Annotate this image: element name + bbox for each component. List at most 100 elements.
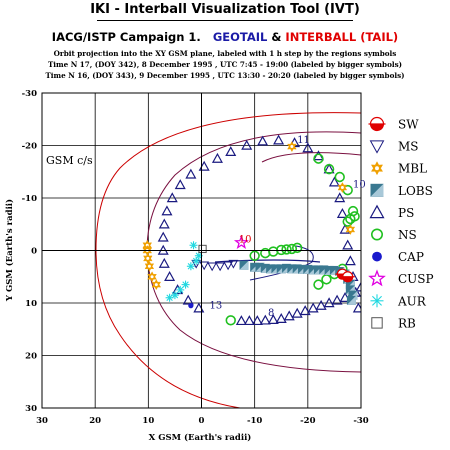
orbit-point-lobs [239, 260, 249, 270]
orbit-point-ns [334, 171, 345, 183]
legend-label: AUR [397, 294, 427, 308]
orbit-point-ps [331, 294, 343, 305]
orbit-point-ps [275, 313, 287, 323]
x-axis-label: X GSM (Earth's radii) [149, 432, 252, 443]
orbit-point-ps [211, 152, 223, 163]
orbit-point-ps [157, 231, 169, 242]
orbit-point-ps [334, 192, 346, 203]
orbit-point-mbl [147, 271, 157, 283]
x-tick-label: 10 [142, 416, 154, 426]
orbit-point-ms [228, 259, 239, 269]
orbit-point-ps [299, 305, 311, 316]
orbit-point-aur [189, 241, 198, 250]
y-tick-label: 0 [31, 247, 37, 257]
y-tick-label: 30 [25, 404, 37, 414]
orbit-point-cusp [233, 234, 249, 250]
legend-entry-cusp: CUSP [368, 269, 434, 287]
orbit-point-mbl [144, 260, 155, 272]
orbit-point-ps [225, 146, 237, 156]
orbit-point-aur [192, 257, 201, 265]
x-tick-label: -20 [300, 416, 315, 426]
orbit-point-ns [323, 163, 335, 175]
orbit-connector-line [214, 259, 321, 263]
legend-label: RB [398, 316, 416, 330]
orbit-loop-line [249, 245, 314, 281]
x-tick-label: -10 [247, 416, 262, 426]
legend-label: LOBS [398, 184, 433, 198]
orbit-point-ps [283, 310, 295, 321]
orbit-point-mbl [287, 141, 297, 153]
orbit-point-ns [321, 274, 332, 285]
orbit-point-ns [342, 216, 353, 227]
orbit-point-ps [267, 314, 279, 324]
orbit-point-ns [313, 279, 324, 290]
orbit-point-ps [355, 281, 361, 292]
orbit-point-ps [158, 218, 170, 229]
orbit-point-mbl [151, 279, 162, 291]
orbit-point-ps [166, 192, 178, 203]
orbit-point-ps [257, 135, 269, 146]
orbit-point-ps [251, 315, 263, 326]
legend-label: PS [398, 206, 414, 220]
legend-label: SW [398, 118, 419, 132]
orbit-point-ns [260, 247, 271, 259]
orbit-point-ns [249, 250, 260, 261]
orbit-point-aur [165, 293, 174, 302]
orbit-hour-labels: 11 10 10 13 8 [209, 135, 365, 319]
orbit-point-ps [158, 257, 170, 268]
orbit-point-ps [291, 307, 303, 318]
legend-entry-ms: MS [369, 140, 419, 154]
y-tick-label: -10 [22, 194, 37, 204]
orbit-point-ps [336, 208, 348, 218]
bow-shock-curve [95, 112, 361, 408]
legend-entry-ps: PS [369, 204, 414, 220]
legend-label: CUSP [398, 272, 434, 286]
hour-label: 13 [209, 300, 222, 311]
y-tick-label: -20 [22, 142, 37, 152]
orbit-point-ps [174, 179, 186, 190]
frame-label: GSM c/s [46, 154, 93, 167]
x-tick-label: 0 [199, 416, 205, 426]
orbit-point-mbl [337, 181, 348, 194]
model-boundaries [95, 112, 361, 408]
orbit-point-ns [292, 242, 303, 254]
legend-label: MS [398, 140, 419, 154]
x-tick-label: 20 [89, 416, 101, 426]
legend-entry-ns: NS [370, 228, 417, 242]
hour-label: 8 [268, 308, 274, 319]
orbit-point-ps [307, 302, 319, 313]
title-underline [97, 20, 353, 21]
orbit-point-aur [176, 285, 185, 294]
description-line-1: Orbit projection into the XY GSM plane, … [53, 49, 397, 58]
magnetopause-inner-curve [261, 152, 361, 163]
legend: SW MS MBL LOBS PS NS CAP CUSP AUR RB [368, 116, 434, 330]
orbit-point-ns [313, 153, 324, 164]
spacecraft-geotail: GEOTAIL [212, 30, 268, 44]
orbit-point-ps [323, 297, 335, 308]
legend-label: CAP [398, 250, 424, 264]
y-tick-label: 10 [25, 299, 37, 309]
orbit-point-ns [345, 213, 356, 225]
x-tick-label: 30 [36, 416, 48, 426]
legend-entry-mbl: MBL [370, 161, 427, 176]
orbit-point-ps [302, 142, 314, 153]
legend-entry-aur: AUR [370, 294, 427, 308]
orbit-point-rb [198, 244, 207, 254]
orbit-point-ns [281, 244, 292, 255]
campaign-heading: IACG/ISTP Campaign 1. GEOTAIL & INTERBAL… [0, 30, 450, 44]
orbit-point-ps [182, 294, 194, 305]
orbit-point-ms [215, 262, 225, 272]
orbit-point-ps [273, 134, 285, 145]
magnetopause-curve-north [146, 131, 361, 249]
x-tick-label: -30 [353, 416, 368, 426]
legend-entry-rb: RB [371, 316, 416, 330]
y-tick-label: 20 [25, 352, 37, 362]
hour-label: 10 [239, 235, 252, 246]
y-axis-label: Y GSM (Earth's radii) [4, 199, 15, 302]
orbit-point-ps [315, 299, 327, 310]
hour-label: 11 [297, 135, 310, 146]
legend-label: NS [398, 228, 417, 242]
orbit-point-aur [181, 280, 190, 289]
orbit-point-mbl [143, 252, 153, 264]
